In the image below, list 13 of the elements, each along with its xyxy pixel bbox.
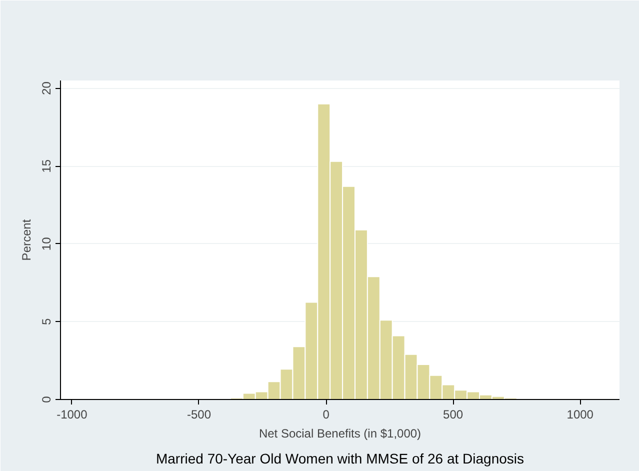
y-tick-label: 10 <box>40 236 54 251</box>
x-axis-title: Net Social Benefits (in $1,000) <box>258 426 422 440</box>
x-tick-label: 500 <box>443 408 464 422</box>
x-tick-label: 1000 <box>566 408 594 422</box>
y-tick-label: 20 <box>40 81 54 95</box>
x-tick-label: -1000 <box>56 408 88 422</box>
y-tick-label: 0 <box>40 396 54 403</box>
y-tick-label: 15 <box>40 159 54 173</box>
x-tick-label: -500 <box>186 408 212 422</box>
text: Married 70-Year Old Women with MMSE of 26 at Diagnosis <box>156 450 524 466</box>
x-tick-label: 0 <box>322 408 330 422</box>
y-axis-title: Percent <box>20 218 34 261</box>
y-tick-label: 5 <box>40 318 54 326</box>
